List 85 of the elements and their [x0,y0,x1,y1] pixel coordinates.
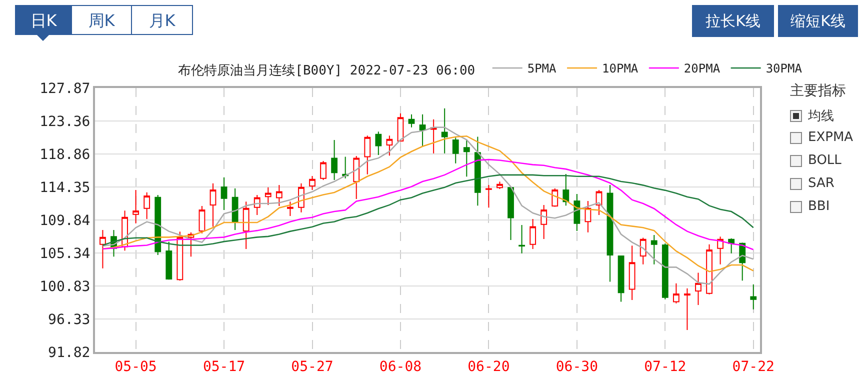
line-series [102,158,754,250]
candlestick [287,201,294,217]
chart-title: 布伦特原油当月连续[B00Y] 2022-07-23 06:00 [178,64,476,79]
candlestick [463,139,470,178]
candlestick [441,108,448,154]
candlestick [419,114,426,146]
candlestick [100,230,106,269]
x-tick-label: 07-22 [732,358,774,375]
candlestick [606,184,614,282]
text: EXPMA [808,130,854,145]
candlestick [353,156,360,200]
legend-label: 20PMA [684,62,721,76]
y-tick-label: 123.36 [40,114,90,130]
text: BOLL [808,153,842,168]
candlestick [375,131,382,156]
text: 日K [15,5,72,35]
candlestick [540,204,548,240]
y-tick-label: 109.84 [40,212,90,229]
x-tick-label: 06-08 [379,358,422,375]
x-tick-label: 05-05 [114,358,157,375]
candlestick [552,188,558,208]
text: BBI [808,199,830,214]
candlestick [408,114,415,128]
candlestick [650,234,658,265]
candlestick [474,136,481,206]
y-tick-label: 91.82 [48,344,90,361]
y-tick-label: 114.35 [40,180,90,196]
x-tick-label: 07-12 [644,358,686,375]
candlestick [198,205,206,234]
candlestick [309,176,316,191]
y-tick-label: 100.83 [40,278,90,295]
candlestick [132,190,140,224]
candlestick [530,218,536,250]
candlestick [640,237,646,265]
candlestick [210,182,216,228]
candlestick [672,282,680,304]
candlestick [628,245,636,301]
candlestick [662,242,668,300]
candlestick [452,137,459,164]
y-tick-label: 118.86 [40,146,90,163]
y-tick-label: 127.87 [40,80,90,97]
candlestick [264,186,272,206]
text: 均线 [808,108,834,125]
legend-label: 30PMA [766,62,803,76]
candlestick [618,255,624,302]
candlestick [144,192,150,220]
y-tick-label: 96.33 [48,312,90,328]
candlestick [750,284,757,310]
candlestick [331,139,338,180]
candlestick [276,184,282,206]
candlestick [496,181,503,190]
candlestick [220,176,228,210]
candlestick [706,244,712,295]
x-tick-label: 06-30 [556,358,598,375]
candlestick [364,135,371,175]
line-series [102,174,754,246]
candlestick [254,194,260,216]
text: 缩短K线 [778,5,858,37]
candlestick [242,201,250,250]
candlestick [508,186,514,241]
candlestick [695,272,702,306]
candlestick [386,135,393,156]
x-tick-label: 05-27 [291,358,334,375]
candlestick [176,231,184,282]
candlestick [562,173,570,206]
candlestick [684,288,690,331]
candlestick [320,160,326,180]
candlestick [728,238,735,254]
x-tick-label: 06-20 [468,358,510,375]
candlestick [232,188,238,230]
text: 周K [71,5,132,35]
text: SAR [808,176,834,191]
text: 主要指标 [790,82,846,100]
candlestick [584,200,592,233]
text: 月K [131,5,193,35]
candlestick [154,194,162,256]
x-tick-label: 05-17 [202,358,246,375]
legend-label: 5PMA [527,62,558,76]
candlestick [430,118,437,154]
candlestick [518,224,525,254]
text: 拉长K线 [692,5,774,37]
y-tick-label: 105.34 [40,246,90,262]
legend-label: 10PMA [602,62,639,76]
candlestick [486,184,492,208]
candlestick [166,241,172,280]
